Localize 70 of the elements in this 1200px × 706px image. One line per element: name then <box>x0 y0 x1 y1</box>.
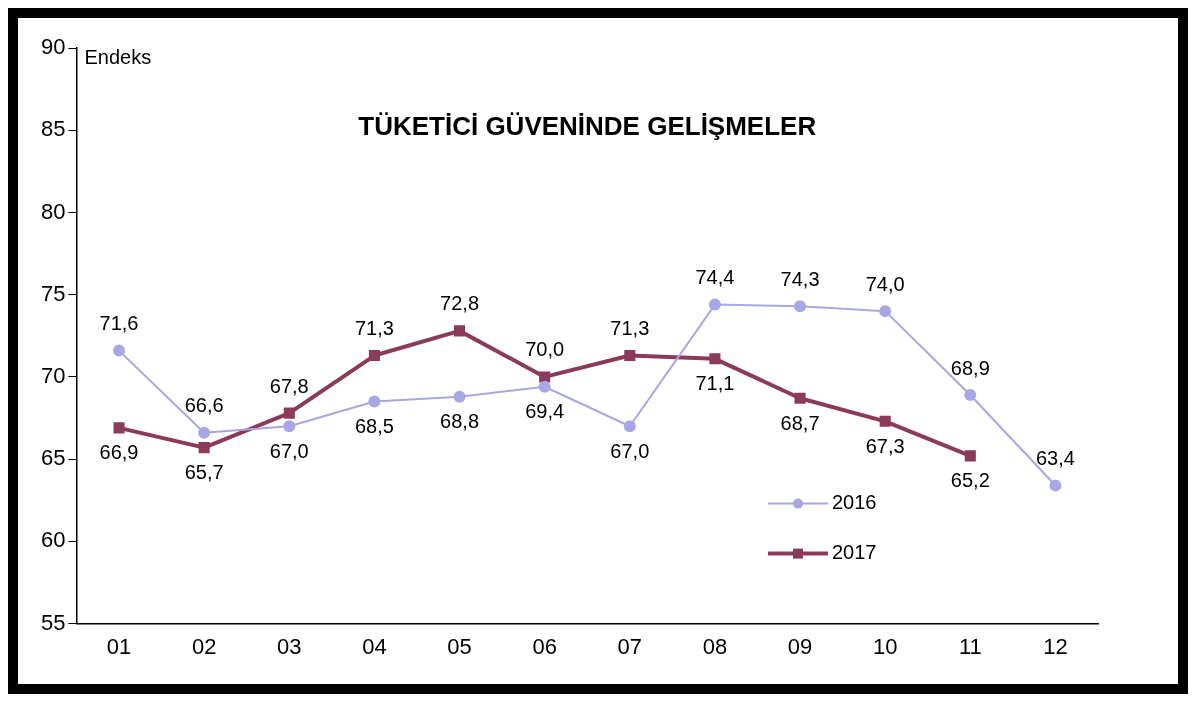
x-tick-label: 10 <box>872 633 898 659</box>
data-label: 74,3 <box>780 267 820 290</box>
point <box>623 420 636 433</box>
data-label: 70,0 <box>525 338 565 361</box>
point <box>368 350 380 362</box>
y-tick-label: 85 <box>40 116 66 142</box>
y-tick-label: 55 <box>40 609 66 635</box>
point <box>368 395 381 408</box>
point <box>794 300 807 313</box>
point <box>283 407 295 419</box>
data-label: 68,8 <box>440 410 480 433</box>
data-label: 66,6 <box>184 394 224 417</box>
data-label: 72,8 <box>440 292 480 315</box>
point <box>794 392 806 404</box>
legend-label: 2016 <box>832 491 877 514</box>
data-label: 74,0 <box>865 272 905 295</box>
data-label: 67,0 <box>610 439 650 462</box>
x-tick-label: 06 <box>532 633 557 659</box>
x-tick-label: 02 <box>191 633 217 659</box>
point <box>879 415 891 427</box>
x-tick-label: 07 <box>617 633 643 659</box>
x-tick-label: 05 <box>447 633 472 659</box>
y-tick-label: 65 <box>40 445 66 471</box>
point <box>454 325 466 337</box>
point <box>708 298 721 311</box>
point <box>113 344 126 357</box>
x-tick-label: 11 <box>958 633 982 659</box>
point <box>198 426 211 439</box>
y-tick-label: 80 <box>40 198 66 224</box>
point <box>964 450 976 462</box>
point <box>709 353 721 365</box>
point <box>198 442 210 454</box>
point <box>539 371 551 383</box>
data-label: 71,6 <box>99 312 139 335</box>
x-tick-label: 03 <box>277 633 302 659</box>
point <box>283 420 296 433</box>
data-label: 71,3 <box>354 317 394 340</box>
y-tick-label: 90 <box>40 34 66 60</box>
point <box>624 350 636 362</box>
y-tick-label: 70 <box>40 362 66 388</box>
x-tick-label: 01 <box>106 633 132 659</box>
text: TÜKETİCİ GÜVENİNDE GELİŞMELER <box>358 111 817 142</box>
x-tick-label: 09 <box>787 633 813 659</box>
y-tick-label: 60 <box>40 527 66 553</box>
x-tick-label: 12 <box>1043 633 1068 659</box>
point <box>538 380 551 393</box>
data-label: 71,1 <box>695 372 735 395</box>
data-label: 65,2 <box>950 469 990 492</box>
data-label: 68,7 <box>780 411 820 434</box>
data-label: 74,4 <box>695 266 735 289</box>
data-label: 69,4 <box>525 400 565 423</box>
data-label: 67,8 <box>269 374 309 397</box>
y-tick-label: 75 <box>40 280 66 306</box>
point <box>879 305 892 318</box>
y-axis-title: Endeks <box>84 45 152 68</box>
data-label: 68,9 <box>950 356 990 379</box>
data-label: 71,3 <box>610 317 650 340</box>
data-label: 68,5 <box>354 415 394 438</box>
data-label: 63,4 <box>1035 446 1075 469</box>
point <box>1049 479 1062 492</box>
point <box>453 390 466 403</box>
point <box>964 389 977 402</box>
legend-label: 2017 <box>832 541 877 564</box>
x-tick-label: 08 <box>702 633 728 659</box>
x-tick-label: 04 <box>362 633 387 659</box>
point <box>113 422 125 434</box>
data-label: 67,0 <box>269 439 309 462</box>
data-label: 65,7 <box>184 461 224 484</box>
data-label: 67,3 <box>865 434 905 457</box>
data-label: 66,9 <box>99 441 139 464</box>
